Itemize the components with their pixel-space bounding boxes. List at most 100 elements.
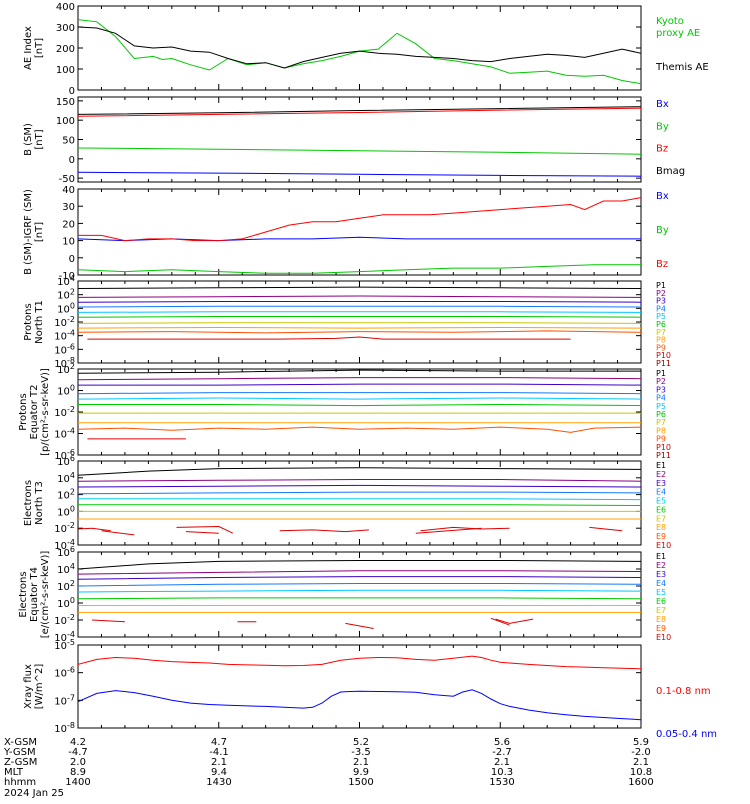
orbit-value: 1530 (489, 777, 514, 788)
orbit-value: 8.9 (70, 767, 86, 778)
legend-label: P1 (656, 281, 666, 290)
panel-frame (77, 368, 642, 456)
orbit-row-label: Y-GSM (3, 747, 36, 758)
orbit-value: 5.2 (353, 737, 369, 748)
y-tick-label: 10-6 (54, 342, 75, 356)
y-tick-label: 10 (62, 237, 75, 248)
y-tick-label: 106 (57, 545, 75, 559)
y-tick-label: 50 (62, 136, 75, 147)
panel-3: -10 0 10 20 30 40 B (SM)-IGRF (SM) [nT] Bx By Bz (23, 185, 669, 282)
y-axis-label: [p/(cm²-s-sr-keV)] (40, 368, 51, 456)
legend-label: E5 (656, 588, 666, 597)
legend-label: P7 (656, 328, 666, 337)
legend-label: E8 (656, 615, 666, 624)
series-line-e10 (420, 526, 510, 532)
y-tick-label: 100 (56, 116, 75, 127)
legend-label: By (656, 225, 669, 236)
orbit-value: 2.1 (211, 757, 227, 768)
y-tick-label: 20 (62, 219, 75, 230)
y-tick-label: 0 (69, 155, 75, 166)
panel-2: -50 0 50 100 150 B (SM) [nT] Bx By Bz Bmag (23, 96, 685, 185)
series-line-bz (78, 107, 641, 117)
legend-label: E7 (656, 606, 666, 615)
series-line-e10 (345, 622, 374, 629)
series-line-p6 (78, 403, 641, 407)
legend-label: E5 (656, 497, 666, 506)
y-tick-label: 106 (57, 454, 75, 468)
legend-label: E2 (656, 470, 666, 479)
orbit-row-label: Z-GSM (4, 757, 37, 768)
y-axis-label: Electrons (18, 571, 29, 617)
y-tick-label: 10-4 (54, 630, 75, 644)
y-axis-label: North T1 (34, 300, 45, 344)
orbit-value: 1400 (65, 777, 90, 788)
y-tick-label: 150 (56, 97, 75, 108)
series-line-e2 (78, 479, 641, 482)
series-line-bmag (78, 106, 641, 115)
y-tick-label: 100 (57, 504, 75, 518)
legend-label: P10 (656, 443, 671, 452)
orbit-value: 5.9 (633, 737, 649, 748)
y-tick-label: 102 (57, 488, 75, 502)
series-line-p7 (78, 322, 641, 324)
y-tick-label: 10-6 (54, 448, 75, 462)
legend-label: P7 (656, 418, 666, 427)
legend-label: P9 (656, 343, 666, 352)
series-line-e10 (101, 530, 135, 536)
series-line-0-1-0-8-nm (78, 655, 641, 670)
legend-label: P3 (656, 385, 666, 394)
series-line-e3 (78, 484, 641, 488)
y-tick-label: 102 (57, 579, 75, 593)
legend-label: E2 (656, 561, 666, 570)
series-line-p8 (78, 326, 641, 329)
series-line-p4 (78, 392, 641, 395)
y-tick-label: 10-4 (54, 329, 75, 343)
y-axis-label: B (SM)-IGRF (SM) (23, 189, 34, 275)
orbit-value: 10.8 (630, 767, 652, 778)
orbit-value: 9.4 (211, 767, 227, 778)
y-tick-label: 10-5 (54, 638, 75, 652)
series-line-e10 (589, 526, 623, 532)
series-line-e10 (176, 525, 234, 534)
legend-label: E3 (656, 479, 666, 488)
y-axis-label: Xray flux (23, 664, 34, 709)
orbit-value: 1500 (348, 777, 373, 788)
series-line-p5 (78, 311, 641, 313)
legend-label: E3 (656, 570, 666, 579)
legend-label: E8 (656, 523, 666, 532)
legend-label: proxy AE (656, 28, 700, 39)
series-line-0-05-0-4-nm (78, 689, 641, 721)
orbit-value: 2.1 (494, 757, 510, 768)
series-line-p10 (87, 336, 571, 340)
legend-label: E4 (656, 579, 666, 588)
panel-frame (77, 460, 642, 546)
legend-label: E7 (656, 514, 666, 523)
orbit-value: 5.6 (494, 737, 510, 748)
series-line-p3 (78, 383, 641, 386)
legend-label: P11 (656, 359, 671, 368)
series-line-themis-ae (78, 26, 641, 69)
legend-label: P8 (656, 426, 666, 435)
legend-label: Bz (656, 144, 668, 155)
orbit-value: -4.1 (209, 747, 229, 758)
orbit-value: 1430 (206, 777, 231, 788)
legend-label: P6 (656, 410, 666, 419)
series-line-e10 (490, 617, 510, 626)
legend-label: E9 (656, 532, 666, 541)
y-tick-label: 0 (69, 254, 75, 265)
series-line-e4 (78, 491, 641, 495)
y-tick-label: 104 (57, 471, 75, 485)
y-axis-label: Electrons (23, 480, 34, 526)
legend-label: P5 (656, 402, 666, 411)
orbit-row-label: X-GSM (4, 737, 37, 748)
y-tick-label: 102 (57, 288, 75, 302)
series-line-p9 (78, 330, 641, 334)
series-line-e5 (78, 589, 641, 593)
legend-label: E6 (656, 597, 666, 606)
legend-label: E6 (656, 505, 666, 514)
y-tick-label: 10-4 (54, 427, 75, 441)
legend-label: Themis AE (655, 62, 709, 73)
y-tick-label: 10-2 (54, 405, 75, 419)
